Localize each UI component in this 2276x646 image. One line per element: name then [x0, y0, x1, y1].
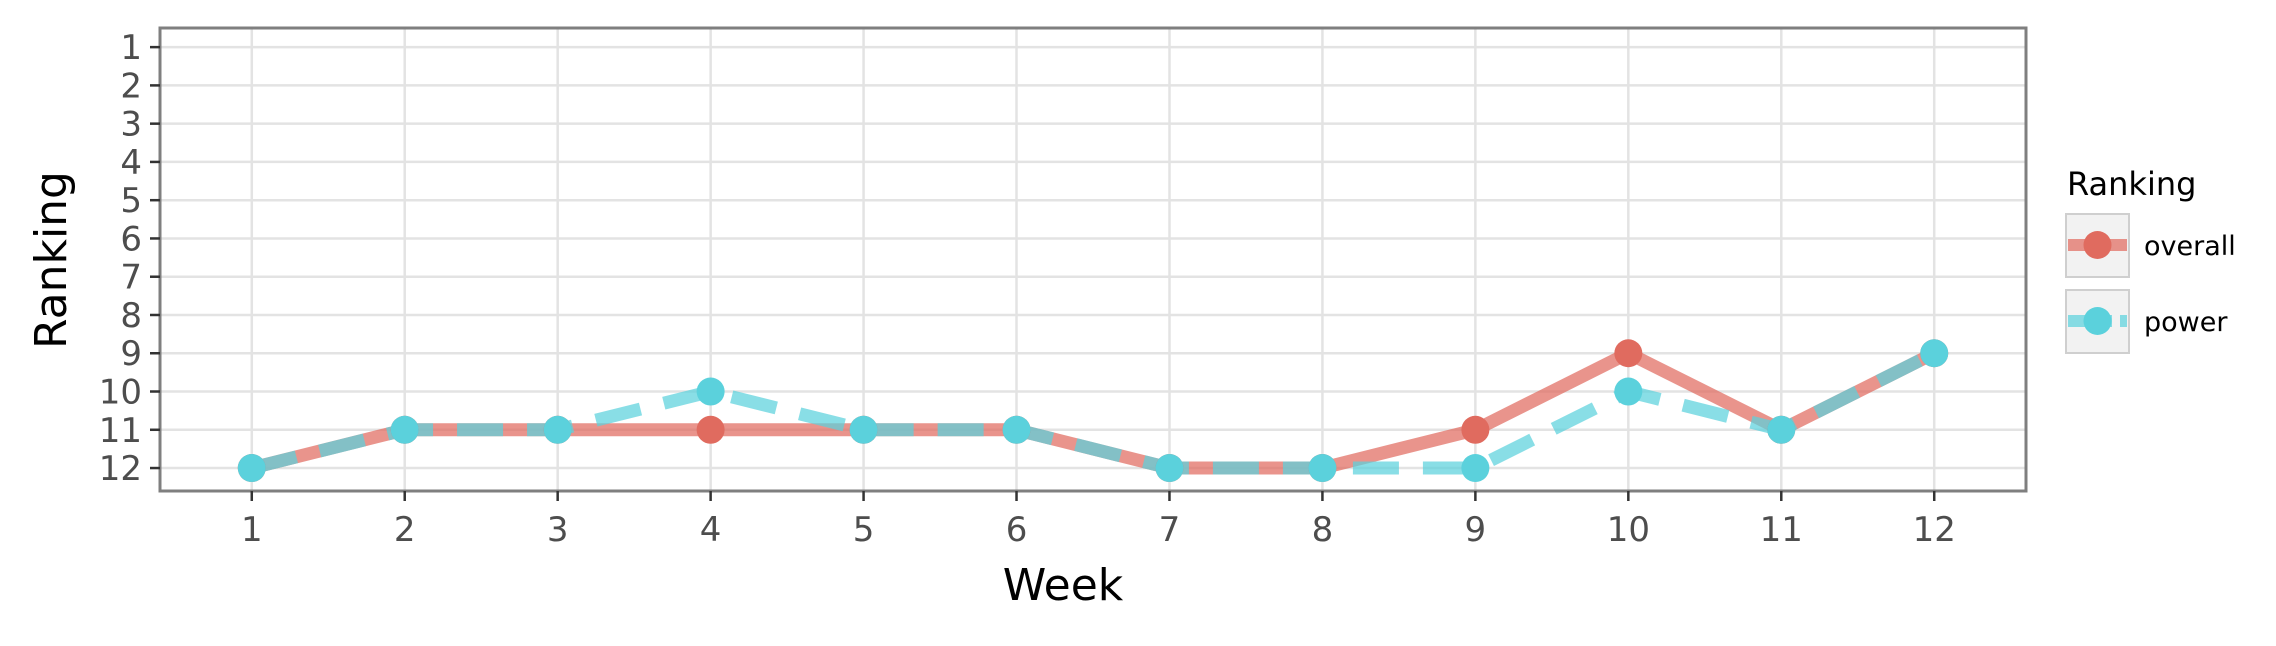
legend-key-point: [2083, 307, 2112, 335]
data-point-overall: [696, 415, 725, 444]
y-tick-label: 1: [120, 28, 142, 68]
data-point-power: [1155, 454, 1184, 483]
grid: [160, 28, 2026, 491]
series-line-power: [250, 347, 1938, 475]
legend-item-overall: overall: [2065, 213, 2236, 278]
data-point-power: [237, 454, 266, 483]
data-point-power: [1461, 454, 1490, 483]
x-tick-label: 10: [1607, 510, 1650, 550]
legend: Ranking overall power: [2065, 165, 2236, 354]
data-point-power: [696, 377, 725, 406]
x-tick-label: 9: [1465, 510, 1487, 550]
x-tick-label: 3: [547, 510, 569, 550]
data-point-power: [543, 415, 572, 444]
data-point-power: [1614, 377, 1643, 406]
x-tick-label: 6: [1006, 510, 1028, 550]
data-point-overall: [1614, 339, 1643, 368]
y-tick-label: 7: [120, 258, 142, 298]
x-tick-label: 4: [700, 510, 722, 550]
y-tick-label: 11: [99, 411, 142, 451]
x-axis: 1 2 3 4 5 6 7 8 9 10 11 12: [241, 491, 1956, 550]
panel-border: [158, 26, 2028, 493]
data-point-power: [1920, 339, 1949, 368]
y-tick-label: 12: [99, 449, 142, 489]
y-tick-label: 3: [120, 105, 142, 145]
y-axis-title: Ranking: [26, 171, 77, 349]
data-point-power: [1002, 415, 1031, 444]
legend-key-point: [2083, 231, 2112, 259]
x-tick-label: 8: [1312, 510, 1334, 550]
x-tick-label: 11: [1760, 510, 1803, 550]
y-tick-label: 2: [120, 66, 142, 106]
data-point-overall: [1461, 415, 1490, 444]
legend-item-power: power: [2065, 289, 2228, 354]
data-point-power: [1308, 454, 1337, 483]
legend-title: Ranking: [2067, 165, 2196, 203]
data-point-power: [849, 415, 878, 444]
y-tick-label: 4: [120, 143, 142, 183]
x-tick-label: 12: [1913, 510, 1956, 550]
series-lines: [250, 346, 1938, 475]
y-tick-label: 10: [99, 373, 142, 413]
y-tick-label: 6: [120, 219, 142, 259]
legend-items: overall power: [2065, 213, 2236, 354]
data-point-power: [390, 415, 419, 444]
y-tick-label: 8: [120, 296, 142, 336]
x-tick-label: 7: [1159, 510, 1181, 550]
y-tick-label: 9: [120, 334, 142, 374]
legend-label: power: [2144, 307, 2228, 338]
x-tick-label: 2: [394, 510, 416, 550]
x-tick-label: 5: [853, 510, 875, 550]
series-points: [237, 339, 1949, 483]
x-axis-title: Week: [1003, 560, 1124, 611]
x-tick-label: 1: [241, 510, 263, 550]
data-point-power: [1767, 415, 1796, 444]
y-tick-label: 5: [120, 181, 142, 221]
legend-label: overall: [2144, 231, 2236, 262]
